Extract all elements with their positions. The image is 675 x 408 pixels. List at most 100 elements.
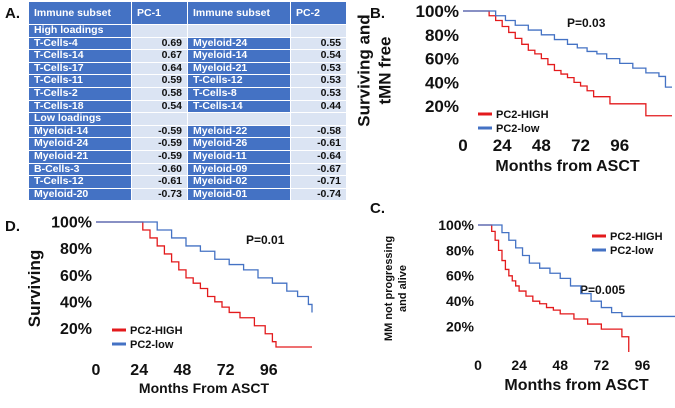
chart-d-xtick-label: 24 xyxy=(130,362,148,379)
chart-c-ytick-label: 20% xyxy=(446,319,475,335)
table-cell-loading: 0.67 xyxy=(131,49,188,63)
chart-d-ylabel: Surviving xyxy=(25,250,44,327)
table-header-cell: PC-2 xyxy=(290,1,347,25)
table-header-cell: Immune subset xyxy=(28,1,132,25)
chart-c-xtick-label: 0 xyxy=(474,357,482,373)
chart-d-xlabel: Months From ASCT xyxy=(139,380,270,396)
table-cell-subset: Myeloid-24 xyxy=(187,36,291,51)
table-row: T-Cells-4 0.69 Myeloid-24 0.55 xyxy=(28,36,347,51)
chart-d-xtick-label: 96 xyxy=(260,362,278,379)
table-row: T-Cells-18 0.54 T-Cells-14 0.44 xyxy=(28,99,347,114)
chart-d-xtick-label: 72 xyxy=(217,362,235,379)
chart-d-ytick-label: 20% xyxy=(60,321,92,338)
table-section-label: High loadings xyxy=(28,24,132,38)
chart-d-xtick-label: 0 xyxy=(92,362,101,379)
chart-b-xtick-label: 96 xyxy=(610,136,629,155)
chart-d-series-low xyxy=(96,221,313,313)
table-cell-subset: Myeloid-01 xyxy=(187,187,291,202)
chart-d-ytick-label: 40% xyxy=(60,294,92,311)
table-header-cell: Immune subset xyxy=(187,1,291,25)
table-cell-loading: -0.64 xyxy=(290,149,347,164)
table-row: B-Cells-3 -0.60 Myeloid-09 -0.67 xyxy=(28,162,347,177)
table-header-row: Immune subset PC-1 Immune subset PC-2 xyxy=(28,1,347,25)
chart-b-ytick-label: 100% xyxy=(416,2,459,21)
chart-c-pvalue: P=0.005 xyxy=(580,283,625,297)
chart-d-pvalue: P=0.01 xyxy=(246,233,285,247)
chart-b-ytick-label: 20% xyxy=(425,97,459,116)
chart-d-ytick-label: 80% xyxy=(60,241,92,258)
table-cell-subset: Myeloid-11 xyxy=(187,149,291,164)
chart-c-xtick-label: 24 xyxy=(511,357,527,373)
table-cell-loading: 0.64 xyxy=(131,61,188,76)
table-section-filler xyxy=(187,24,291,38)
panel-letter-c: C. xyxy=(370,200,385,217)
chart-c-legend-label: PC2-HIGH xyxy=(610,231,663,243)
chart-b-xtick-label: 24 xyxy=(493,136,512,155)
chart-b-xtick-label: 48 xyxy=(532,136,551,155)
chart-d-legend-label: PC2-low xyxy=(130,339,174,351)
chart-b-pvalue: P=0.03 xyxy=(567,16,606,30)
table-section-row: Low loadings xyxy=(28,112,347,126)
table-cell-loading: -0.59 xyxy=(131,149,188,164)
table-cell-subset: T-Cells-14 xyxy=(187,99,291,114)
table-cell-loading: -0.59 xyxy=(131,137,188,151)
table-section-filler xyxy=(290,112,347,126)
table-cell-subset: Myeloid-09 xyxy=(187,162,291,177)
chart-c-ytick-label: 100% xyxy=(438,217,474,233)
chart-c-ytick-label: 40% xyxy=(446,293,475,309)
table-cell-loading: -0.58 xyxy=(290,124,347,139)
chart-b-ytick-label: 80% xyxy=(425,26,459,45)
chart-c-ytick-label: 60% xyxy=(446,268,475,284)
table-cell-loading: 0.53 xyxy=(290,74,347,88)
immune-loadings-table: Immune subset PC-1 Immune subset PC-2 High l… xyxy=(28,1,347,202)
table-cell-loading: -0.73 xyxy=(131,187,188,202)
panel-letter-a: A. xyxy=(5,5,20,22)
chart-c-xtick-label: 72 xyxy=(594,357,610,373)
panel-letter-d: D. xyxy=(5,218,20,235)
chart-d-series-high xyxy=(96,221,312,348)
table-section-filler xyxy=(290,24,347,38)
table-cell-loading: 0.54 xyxy=(290,49,347,63)
table-cell-loading: 0.55 xyxy=(290,36,347,51)
table-section-label: Low loadings xyxy=(28,112,132,126)
table-header-cell: PC-1 xyxy=(131,1,188,25)
chart-b-series-high xyxy=(463,10,672,117)
chart-c-legend-label: PC2-low xyxy=(610,245,654,257)
chart-d-xtick-label: 48 xyxy=(174,362,192,379)
chart-c-series-low xyxy=(478,224,675,318)
table-cell-subset: T-Cells-18 xyxy=(28,99,132,114)
chart-b-xtick-label: 0 xyxy=(458,136,467,155)
table-row: T-Cells-17 0.64 Myeloid-21 0.53 xyxy=(28,61,347,76)
chart-b-ylabel: tMN free xyxy=(376,36,395,104)
table-cell-subset: Myeloid-20 xyxy=(28,187,132,202)
table-cell-loading: -0.74 xyxy=(290,187,347,202)
table-section-row: High loadings xyxy=(28,24,347,38)
panel-letter-b: B. xyxy=(370,5,385,22)
table-cell-loading: -0.67 xyxy=(290,162,347,177)
chart-c-xtick-label: 48 xyxy=(552,357,568,373)
chart-b-legend-label: PC2-low xyxy=(496,123,540,135)
chart-b-legend-label: PC2-HIGH xyxy=(496,109,549,121)
table-cell-loading: 0.69 xyxy=(131,36,188,51)
chart-b-xtick-label: 72 xyxy=(571,136,590,155)
chart-c-xtick-label: 96 xyxy=(635,357,651,373)
chart-c-ylabel: MM not progressing xyxy=(383,236,395,341)
chart-d-ytick-label: 60% xyxy=(60,268,92,285)
chart-c-xlabel: Months from ASCT xyxy=(504,377,649,394)
chart-b-ytick-label: 60% xyxy=(425,50,459,69)
chart-c-ytick-label: 80% xyxy=(446,242,475,258)
table-cell-subset: Myeloid-26 xyxy=(187,137,291,151)
table-section-filler xyxy=(131,112,188,126)
chart-c-ylabel: and alive xyxy=(397,265,409,312)
table-cell-subset: T-Cells-14 xyxy=(28,49,132,63)
chart-b-series-low xyxy=(463,10,672,88)
table-cell-loading: -0.61 xyxy=(290,137,347,151)
chart-d-ytick-label: 100% xyxy=(51,215,92,232)
chart-b-ytick-label: 40% xyxy=(425,73,459,92)
chart-c-series-high xyxy=(478,224,630,352)
chart-b-xlabel: Months from ASCT xyxy=(495,158,640,175)
table-cell-subset: Myeloid-24 xyxy=(28,137,132,151)
table-cell-loading: -0.60 xyxy=(131,162,188,177)
table-cell-subset: T-Cells-2 xyxy=(28,86,132,101)
